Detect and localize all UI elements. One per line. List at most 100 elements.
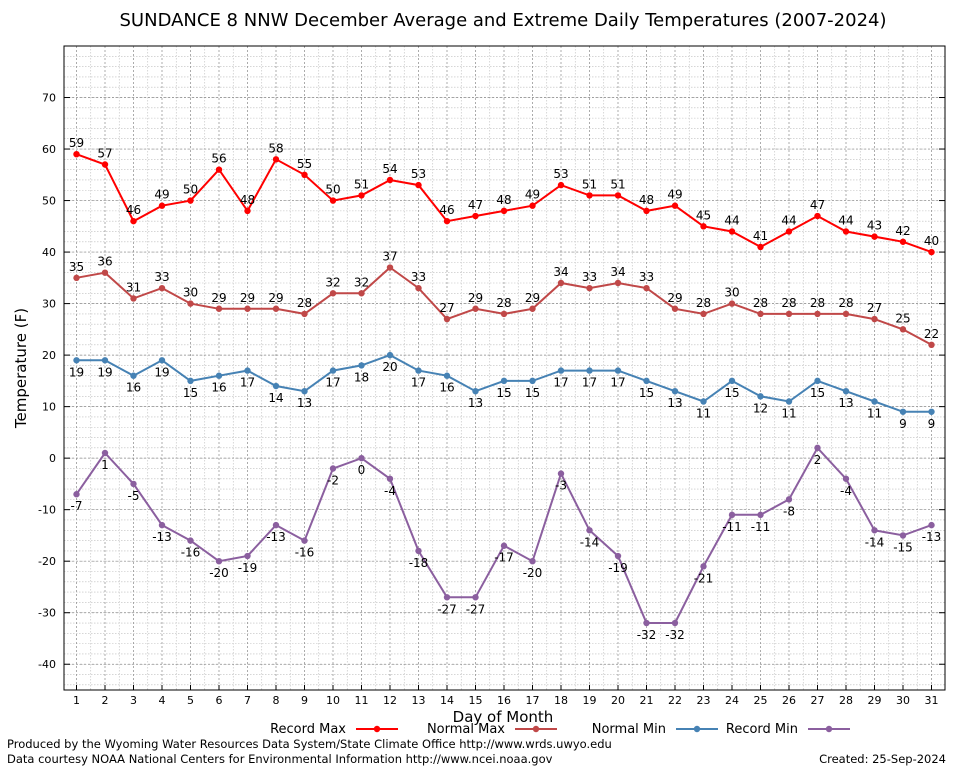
data-label: 44 <box>781 213 796 227</box>
data-label: -3 <box>555 479 567 493</box>
data-label: -14 <box>580 535 600 549</box>
data-point <box>244 207 251 215</box>
data-point <box>386 475 394 482</box>
data-point <box>529 558 536 565</box>
data-label: 51 <box>354 177 369 191</box>
data-label: 50 <box>325 183 340 197</box>
data-point <box>785 310 793 318</box>
x-tick-label: 20 <box>611 694 625 707</box>
legend: Record Max Normal Max Normal Min Record Min <box>270 722 850 737</box>
data-label: 17 <box>610 376 625 390</box>
data-label: 34 <box>553 265 568 279</box>
data-point <box>871 527 878 534</box>
data-label: 34 <box>610 265 625 279</box>
data-label: 27 <box>439 301 454 315</box>
y-tick-label: 50 <box>42 195 56 208</box>
data-label: -17 <box>494 551 514 565</box>
data-point <box>415 181 422 189</box>
data-label: 19 <box>97 365 112 379</box>
data-point <box>158 357 166 364</box>
data-label: 50 <box>183 183 198 197</box>
data-label: 49 <box>667 188 682 202</box>
data-point <box>215 305 223 312</box>
data-point <box>358 290 365 297</box>
data-point <box>928 248 935 256</box>
data-label: 53 <box>411 167 426 181</box>
x-tick-label: 7 <box>244 694 251 707</box>
data-label: 15 <box>724 386 739 400</box>
legend-marker <box>693 725 701 733</box>
legend-entry: Record Max <box>270 722 398 737</box>
y-tick-label: 60 <box>42 143 56 156</box>
data-point <box>443 594 451 601</box>
data-point <box>871 398 878 405</box>
data-point <box>443 315 451 323</box>
data-label: 29 <box>211 291 226 305</box>
data-point <box>358 454 365 462</box>
data-label: 19 <box>154 365 169 379</box>
data-label: -16 <box>295 546 315 560</box>
data-label: -27 <box>437 602 457 616</box>
data-point <box>700 398 707 405</box>
data-point <box>386 264 394 271</box>
data-label: 29 <box>525 291 540 305</box>
series-record-max: 59 57 46 49 50 56 48 58 55 50 51 54 53 46 47 48 49 53 51 51… <box>69 136 939 256</box>
data-label: -4 <box>840 484 852 498</box>
data-label: 17 <box>553 376 568 390</box>
data-point <box>814 444 821 452</box>
data-point <box>529 202 536 209</box>
data-label: 13 <box>667 396 682 410</box>
data-point <box>928 521 935 529</box>
legend-label: Normal Min <box>592 722 666 737</box>
data-label: 22 <box>924 327 939 341</box>
data-point <box>272 521 280 529</box>
data-label: 45 <box>696 208 711 222</box>
data-point <box>329 367 337 374</box>
x-tick-label: 1 <box>73 694 80 707</box>
data-label: 41 <box>753 229 768 243</box>
data-label: 19 <box>69 365 84 379</box>
data-point <box>928 341 935 349</box>
data-label: 29 <box>667 291 682 305</box>
data-point <box>842 387 850 395</box>
data-label: 46 <box>126 203 141 217</box>
data-point <box>757 511 764 519</box>
data-point <box>814 212 821 220</box>
data-label: -11 <box>722 520 742 534</box>
data-label: 18 <box>354 370 369 384</box>
data-point <box>614 367 622 374</box>
data-label: -13 <box>266 530 286 544</box>
data-label: 29 <box>268 291 283 305</box>
data-label: 49 <box>525 188 540 202</box>
data-label: 51 <box>610 177 625 191</box>
data-point <box>415 284 422 292</box>
legend-entry: Normal Max <box>427 722 557 737</box>
data-label: 15 <box>525 386 540 400</box>
data-point <box>244 305 251 312</box>
data-point <box>871 315 878 323</box>
data-point <box>158 284 166 292</box>
data-point <box>557 181 565 189</box>
data-point <box>272 382 280 390</box>
data-label: 9 <box>899 417 907 431</box>
legend-marker <box>825 725 833 733</box>
data-label: 13 <box>468 396 483 410</box>
data-point <box>671 305 679 312</box>
data-label: 14 <box>268 391 283 405</box>
data-point <box>500 207 508 215</box>
data-point <box>472 594 479 601</box>
data-label: 53 <box>553 167 568 181</box>
data-point <box>643 377 650 385</box>
data-label: 31 <box>126 280 141 294</box>
data-point <box>700 223 707 230</box>
data-point <box>529 377 536 385</box>
data-label: 51 <box>582 177 597 191</box>
data-label: 28 <box>496 296 511 310</box>
data-point <box>557 279 565 287</box>
x-tick-label: 16 <box>497 694 511 707</box>
data-label: 9 <box>928 417 936 431</box>
data-label: 47 <box>468 198 483 212</box>
data-label: -19 <box>238 561 258 575</box>
y-tick-label: 40 <box>42 246 56 259</box>
